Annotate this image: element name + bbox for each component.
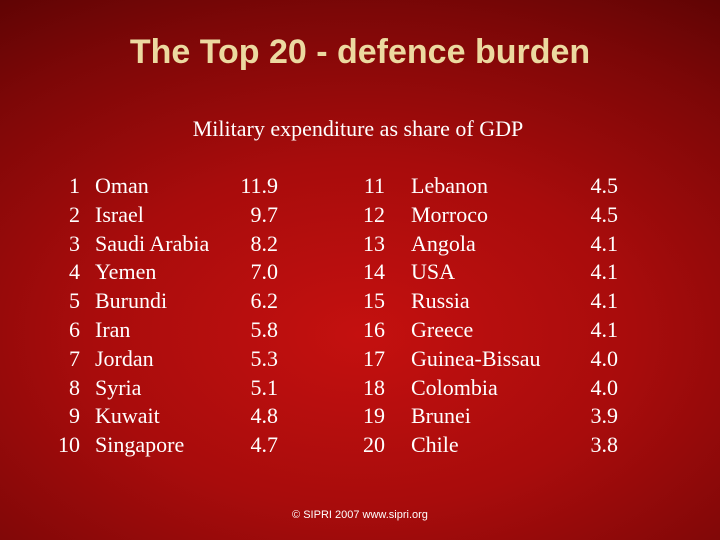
rank-number: 17 (363, 345, 385, 371)
country-name: Colombia (411, 374, 498, 400)
rank-number: 14 (363, 259, 385, 285)
country-name: Israel (95, 201, 144, 227)
country-name: Syria (95, 374, 142, 400)
rank-number: 12 (363, 201, 385, 227)
slide-title: The Top 20 - defence burden (129, 33, 591, 71)
slide-subtitle: Military expenditure as share of GDP (192, 116, 524, 141)
gdp-share-value: 9.7 (250, 201, 279, 227)
country-name: USA (411, 259, 456, 285)
gdp-share-value: 4.5 (590, 173, 619, 198)
rank-number: 4 (69, 259, 80, 285)
rank-number: 11 (363, 173, 385, 198)
rank-number: 1 (69, 173, 80, 198)
gdp-share-value: 4.1 (590, 230, 619, 256)
gdp-share-value: 5.3 (250, 345, 279, 371)
gdp-share-value: 3.9 (590, 403, 619, 429)
gdp-share-value: 11.9 (240, 173, 278, 198)
rank-number: 20 (363, 432, 385, 458)
gdp-share-value: 5.1 (250, 374, 279, 400)
rank-number: 19 (363, 403, 385, 429)
rank-number: 7 (69, 345, 80, 371)
country-name: Lebanon (411, 173, 488, 198)
country-name: Oman (95, 173, 149, 198)
country-name: Russia (411, 288, 470, 314)
country-name: Guinea-Bissau (411, 345, 541, 371)
rank-number: 8 (69, 374, 80, 400)
rank-number: 6 (69, 316, 80, 342)
rank-number: 3 (69, 230, 80, 256)
country-name: Morroco (411, 201, 488, 227)
rank-number: 15 (363, 288, 385, 314)
country-name: Greece (411, 316, 474, 342)
copyright-footer: © SIPRI 2007 www.sipri.org (292, 509, 428, 521)
gdp-share-value: 4.0 (590, 374, 619, 400)
rank-number: 18 (363, 374, 385, 400)
gdp-share-value: 4.5 (590, 201, 619, 227)
gdp-share-value: 5.8 (250, 316, 279, 342)
country-name: Yemen (95, 259, 157, 285)
country-name: Angola (411, 230, 476, 256)
rank-number: 9 (69, 403, 80, 429)
gdp-share-value: 4.1 (590, 288, 619, 314)
rank-number: 5 (69, 288, 80, 314)
gdp-share-value: 8.2 (250, 230, 279, 256)
country-name: Chile (411, 432, 459, 458)
country-name: Burundi (95, 288, 168, 314)
gdp-share-value: 4.1 (590, 316, 619, 342)
country-name: Iran (95, 316, 131, 342)
rank-number: 2 (69, 201, 80, 227)
rank-number: 16 (363, 316, 385, 342)
gdp-share-value: 3.8 (590, 432, 619, 458)
country-name: Saudi Arabia (95, 230, 210, 256)
gdp-share-value: 4.7 (250, 432, 279, 458)
gdp-share-value: 4.0 (590, 345, 619, 371)
gdp-share-value: 4.8 (250, 403, 279, 429)
rank-number: 10 (58, 432, 80, 458)
rank-number: 13 (363, 230, 385, 256)
gdp-share-value: 7.0 (250, 259, 279, 285)
country-name: Kuwait (95, 403, 160, 429)
gdp-share-value: 6.2 (250, 288, 279, 314)
country-name: Singapore (95, 432, 185, 458)
country-name: Jordan (95, 345, 154, 371)
gdp-share-value: 4.1 (590, 259, 619, 285)
country-name: Brunei (411, 403, 471, 429)
